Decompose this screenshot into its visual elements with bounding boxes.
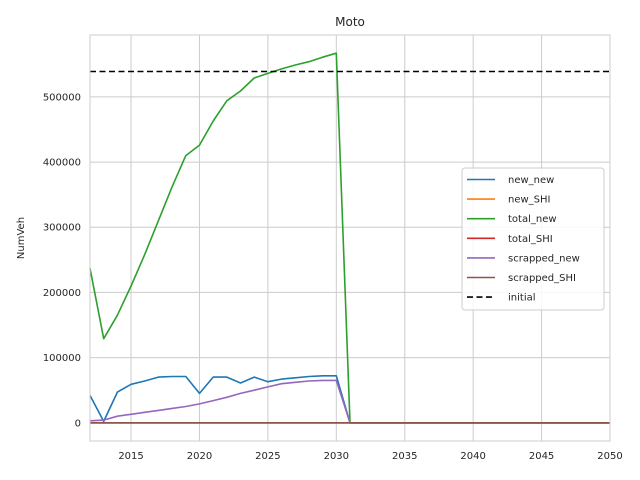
tick-labels: 2015 2020 2025 2030 2035 2040 2045 2050 0 100000 2… [43,92,623,462]
series-line-total-new [89,52,610,424]
series-line-new-new [89,374,610,424]
x-tick-label: 2040 [460,451,485,462]
x-tick-label: 2025 [255,451,280,462]
legend-label: total_SHI [508,234,553,245]
legend-label: new_new [508,175,554,186]
x-tick-label: 2050 [597,451,622,462]
legend-label: total_new [508,214,557,225]
y-tick-label: 400000 [43,158,81,169]
legend-label: scrapped_SHI [508,273,576,284]
x-tick-label: 2035 [392,451,417,462]
x-tick-label: 2030 [324,451,349,462]
legend: new_new new_SHI total_new total_SHI scrapped… [461,167,605,311]
legend-label: scrapped_new [508,253,580,264]
series [89,52,610,424]
legend-label: initial [508,293,536,304]
x-tick-label: 2015 [118,451,143,462]
series-line-scrapped-new [89,379,610,424]
legend-box [461,167,605,311]
y-tick-label: 100000 [43,353,81,364]
y-tick-label: 0 [75,418,81,429]
y-tick-label: 300000 [43,223,81,234]
y-tick-label: 500000 [43,92,81,103]
y-tick-label: 200000 [43,288,81,299]
y-axis-label: NumVeh [16,217,27,259]
legend-label: new_SHI [508,195,551,206]
plot-frame [89,34,611,442]
x-tick-label: 2020 [187,451,212,462]
x-tick-label: 2045 [529,451,554,462]
chart-title: Moto [335,15,365,29]
